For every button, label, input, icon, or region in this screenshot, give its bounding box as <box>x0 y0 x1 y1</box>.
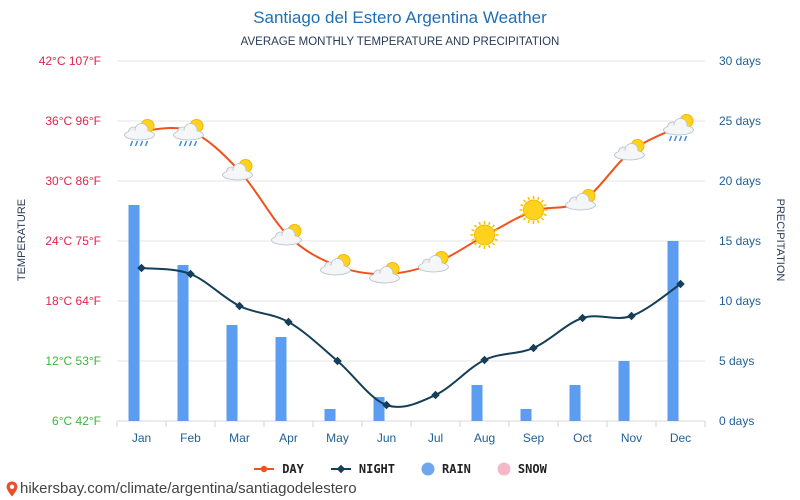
rain-bars <box>128 205 679 421</box>
night-point[interactable] <box>480 355 489 365</box>
sun-icon <box>519 196 548 224</box>
chart-legend: DAY NIGHT RAIN SNOW <box>0 462 800 476</box>
temperature-tick-label: 12°C 53°F <box>45 354 101 368</box>
sun-cloud-icon <box>369 262 400 284</box>
chart-subtitle: AVERAGE MONTHLY TEMPERATURE AND PRECIPIT… <box>240 36 560 48</box>
rain-bar[interactable] <box>324 409 336 421</box>
legend-snow-label: SNOW <box>517 462 547 476</box>
night-point[interactable] <box>382 400 391 410</box>
month-label: Jun <box>377 431 396 445</box>
legend-day[interactable]: DAY <box>253 462 304 476</box>
legend-night-label: NIGHT <box>358 462 395 476</box>
precipitation-tick-label: 0 days <box>719 414 754 428</box>
month-label: Nov <box>621 431 642 445</box>
sun-cloud-icon <box>222 159 253 181</box>
night-point[interactable] <box>186 269 195 279</box>
month-label: Mar <box>229 431 250 445</box>
chart-title: Santiago del Estero Argentina Weather <box>253 8 547 27</box>
axis-labels: 6°C 42°F 0 days 12°C 53°F 5 days 18°C 64°F 10… <box>39 54 761 445</box>
rain-bar[interactable] <box>177 265 189 421</box>
day-line <box>141 125 681 276</box>
month-label: Dec <box>670 431 691 445</box>
night-point[interactable] <box>431 390 440 400</box>
legend-snow-icon <box>497 462 511 476</box>
sun-cloud-icon <box>418 251 449 273</box>
precipitation-tick-label: 5 days <box>719 354 754 368</box>
grid-layer <box>116 60 706 427</box>
precipitation-tick-label: 10 days <box>719 294 761 308</box>
sun-cloud-rain-icon <box>663 114 694 142</box>
night-point[interactable] <box>529 343 538 353</box>
rain-bar[interactable] <box>275 337 287 421</box>
night-point[interactable] <box>333 356 342 366</box>
sun-cloud-icon <box>271 224 302 246</box>
month-label: Jan <box>132 431 151 445</box>
temperature-tick-label: 36°C 96°F <box>45 114 101 128</box>
precipitation-tick-label: 25 days <box>719 114 761 128</box>
temperature-tick-label: 24°C 75°F <box>45 234 101 248</box>
month-label: Jul <box>428 431 443 445</box>
sun-cloud-rain-icon <box>173 119 204 147</box>
legend-snow[interactable]: SNOW <box>497 462 547 476</box>
night-point[interactable] <box>627 311 636 321</box>
weather-icons <box>124 114 694 284</box>
legend-rain-label: RAIN <box>442 462 471 476</box>
month-label: Apr <box>279 431 298 445</box>
sun-cloud-icon <box>320 254 351 276</box>
sun-icon <box>470 221 499 249</box>
rain-bar[interactable] <box>128 205 140 421</box>
weather-chart: 6°C 42°F 0 days 12°C 53°F 5 days 18°C 64°F 10… <box>39 54 761 445</box>
temperature-tick-label: 6°C 42°F <box>52 414 101 428</box>
sun-cloud-icon <box>565 189 596 211</box>
day-series <box>141 125 681 276</box>
month-label: May <box>326 431 349 445</box>
sun-cloud-rain-icon <box>124 119 155 147</box>
temperature-tick-label: 42°C 107°F <box>39 54 101 68</box>
legend-rain[interactable]: RAIN <box>421 462 471 476</box>
month-label: Sep <box>523 431 545 445</box>
temperature-tick-label: 30°C 86°F <box>45 174 101 188</box>
night-point[interactable] <box>676 279 685 289</box>
night-point[interactable] <box>137 263 146 273</box>
rain-bar[interactable] <box>569 385 581 421</box>
rain-bar[interactable] <box>471 385 483 421</box>
source-link[interactable]: hikersbay.com/climate/argentina/santiago… <box>6 480 357 497</box>
night-series <box>137 263 685 410</box>
month-label: Aug <box>474 431 495 445</box>
rain-bar[interactable] <box>373 397 385 421</box>
legend-rain-icon <box>421 462 435 476</box>
month-label: Oct <box>573 431 592 445</box>
rain-bar[interactable] <box>520 409 532 421</box>
precipitation-tick-label: 15 days <box>719 234 761 248</box>
legend-day-label: DAY <box>282 462 304 476</box>
precipitation-tick-label: 20 days <box>719 174 761 188</box>
source-url: hikersbay.com/climate/argentina/santiago… <box>20 480 357 497</box>
night-point[interactable] <box>578 313 587 323</box>
legend-night-icon <box>330 464 351 474</box>
map-pin-icon <box>6 481 18 496</box>
legend-night[interactable]: NIGHT <box>330 462 395 476</box>
temperature-tick-label: 18°C 64°F <box>45 294 101 308</box>
night-point[interactable] <box>284 317 293 327</box>
precipitation-tick-label: 30 days <box>719 54 761 68</box>
sun-cloud-icon <box>614 139 645 161</box>
month-label: Feb <box>180 431 201 445</box>
night-point[interactable] <box>235 301 244 311</box>
night-line <box>141 267 682 408</box>
rain-bar[interactable] <box>226 325 238 421</box>
rain-bar[interactable] <box>667 241 679 421</box>
rain-bar[interactable] <box>618 361 630 421</box>
legend-day-icon <box>254 465 275 473</box>
